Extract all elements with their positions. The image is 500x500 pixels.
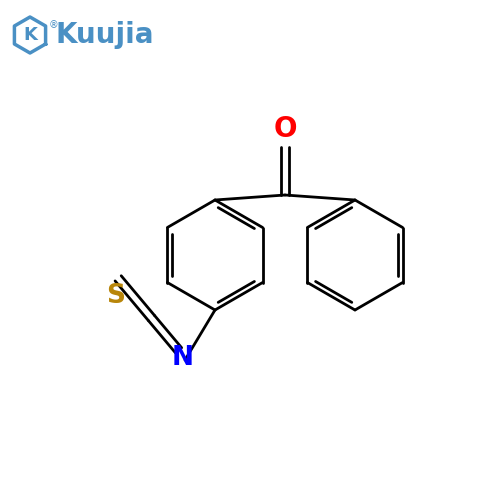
Text: ®: ®	[49, 20, 59, 30]
Text: Kuujia: Kuujia	[56, 21, 154, 49]
Text: S: S	[106, 284, 124, 310]
Text: N: N	[172, 345, 194, 371]
Text: O: O	[273, 115, 297, 143]
Text: K: K	[23, 26, 37, 44]
